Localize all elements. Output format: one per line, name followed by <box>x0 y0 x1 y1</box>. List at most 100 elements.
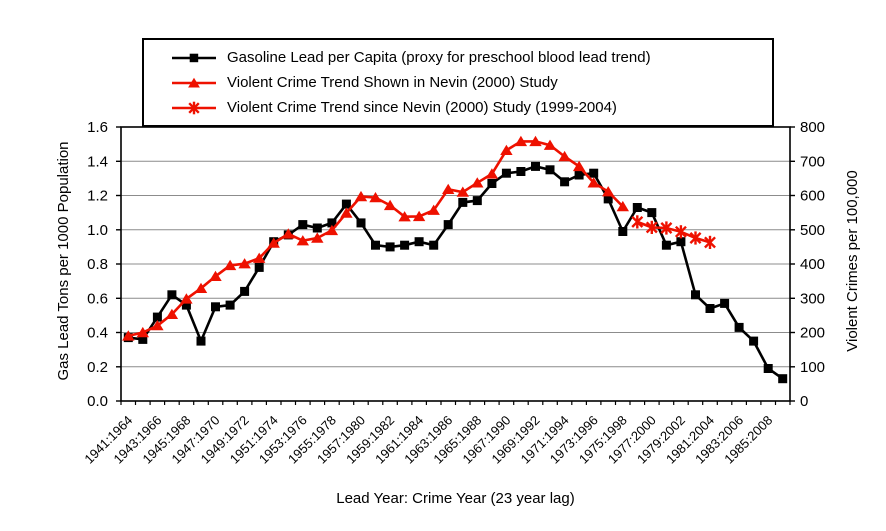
marker-triangle <box>485 168 499 179</box>
marker-square <box>385 242 395 252</box>
marker-square <box>472 196 482 206</box>
marker-square <box>705 304 715 313</box>
marker-triangle <box>122 330 135 341</box>
marker-triangle <box>471 177 484 188</box>
y-axis-tick-label-left: 0.4 <box>87 325 108 342</box>
y-axis-tick-label-right: 0 <box>800 393 808 410</box>
marker-square <box>254 262 264 272</box>
marker-square <box>356 218 366 228</box>
marker-triangle <box>136 326 149 338</box>
marker-square <box>341 199 351 209</box>
marker-triangle <box>412 210 426 222</box>
marker-triangle <box>238 258 251 269</box>
legend-entry-crime-since: Violent Crime Trend since Nevin (2000) S… <box>170 95 762 120</box>
marker-square <box>225 300 235 310</box>
marker-triangle <box>427 204 440 215</box>
marker-triangle <box>151 320 164 331</box>
marker-square <box>240 286 250 296</box>
marker-triangle <box>616 200 629 212</box>
legend-label: Gasoline Lead per Capita (proxy for pres… <box>227 49 651 66</box>
marker-square <box>400 240 410 250</box>
marker-square <box>189 53 199 62</box>
marker-triangle <box>456 186 469 197</box>
marker-triangle <box>398 211 411 222</box>
y-axis-tick-label-left: 0.6 <box>87 290 108 307</box>
y-axis-title-left: Gas Lead Tons per 1000 Population <box>55 141 72 381</box>
marker-square <box>574 170 584 180</box>
marker-triangle <box>500 144 513 155</box>
marker-square <box>327 218 337 228</box>
y-axis-tick-label-left: 1.6 <box>87 119 108 136</box>
marker-square <box>181 300 191 310</box>
marker-triangle <box>282 228 295 239</box>
marker-square <box>691 290 700 300</box>
marker-square <box>312 223 322 233</box>
marker-triangle <box>543 139 557 150</box>
y-axis-title-right: Violent Crimes per 100,000 <box>844 170 861 352</box>
marker-triangle <box>354 190 368 202</box>
legend: Gasoline Lead per Capita (proxy for pres… <box>142 38 774 127</box>
marker-triangle <box>188 77 200 87</box>
marker-square <box>371 240 380 250</box>
marker-square <box>501 168 511 178</box>
marker-triangle <box>209 270 222 281</box>
marker-square <box>531 161 540 171</box>
y-axis-tick-label-left: 1.2 <box>87 188 108 205</box>
marker-triangle <box>296 235 309 246</box>
legend-marker-asterisk-icon <box>172 101 216 114</box>
marker-triangle <box>253 252 266 263</box>
y-axis-tick-label-right: 500 <box>800 222 825 239</box>
marker-square <box>516 167 526 176</box>
marker-square <box>138 334 148 344</box>
marker-square <box>589 168 599 178</box>
marker-triangle <box>602 186 615 197</box>
y-axis-tick-label-left: 0.2 <box>87 359 108 376</box>
marker-triangle <box>587 177 600 188</box>
marker-square <box>676 237 686 247</box>
legend-entry-lead: Gasoline Lead per Capita (proxy for pres… <box>170 45 762 70</box>
marker-triangle <box>165 308 179 319</box>
y-axis-tick-label-left: 1.0 <box>87 222 108 239</box>
marker-square <box>545 165 555 175</box>
y-axis-tick-label-right: 600 <box>800 188 825 205</box>
marker-square <box>429 240 439 250</box>
marker-square <box>560 177 570 187</box>
y-axis-tick-label-left: 0.8 <box>87 256 108 273</box>
marker-square <box>167 290 177 300</box>
y-axis-tick-label-left: 0.0 <box>87 393 108 410</box>
marker-triangle <box>558 150 571 162</box>
marker-square <box>720 298 730 308</box>
marker-square <box>778 374 788 384</box>
y-axis-tick-label-right: 300 <box>800 290 825 307</box>
marker-triangle <box>383 199 397 211</box>
marker-triangle <box>442 183 455 194</box>
marker-triangle <box>529 135 542 147</box>
marker-square <box>414 237 424 247</box>
marker-triangle <box>340 207 353 218</box>
marker-triangle <box>325 224 339 236</box>
marker-asterisk <box>645 221 658 234</box>
y-axis-tick-label-right: 800 <box>800 119 825 136</box>
marker-square <box>647 208 657 218</box>
marker-square <box>487 179 497 188</box>
y-axis-tick-label-right: 100 <box>800 359 825 376</box>
marker-triangle <box>267 237 280 248</box>
y-axis-tick-label-right: 700 <box>800 153 825 170</box>
y-axis-tick-label-right: 200 <box>800 325 825 342</box>
legend-marker-triangle-icon <box>172 77 216 87</box>
marker-square <box>749 336 759 346</box>
marker-square <box>443 220 453 230</box>
marker-asterisk <box>188 101 200 114</box>
marker-triangle <box>369 192 382 203</box>
marker-triangle <box>311 232 324 243</box>
marker-triangle <box>572 160 586 172</box>
marker-triangle <box>194 282 208 293</box>
marker-asterisk <box>689 232 702 244</box>
x-axis-title: Lead Year: Crime Year (23 year lag) <box>336 490 575 507</box>
marker-square <box>618 227 628 236</box>
marker-square <box>632 203 642 212</box>
marker-asterisk <box>660 222 673 234</box>
y-axis-tick-label-left: 1.4 <box>87 153 108 170</box>
marker-asterisk <box>704 236 716 249</box>
